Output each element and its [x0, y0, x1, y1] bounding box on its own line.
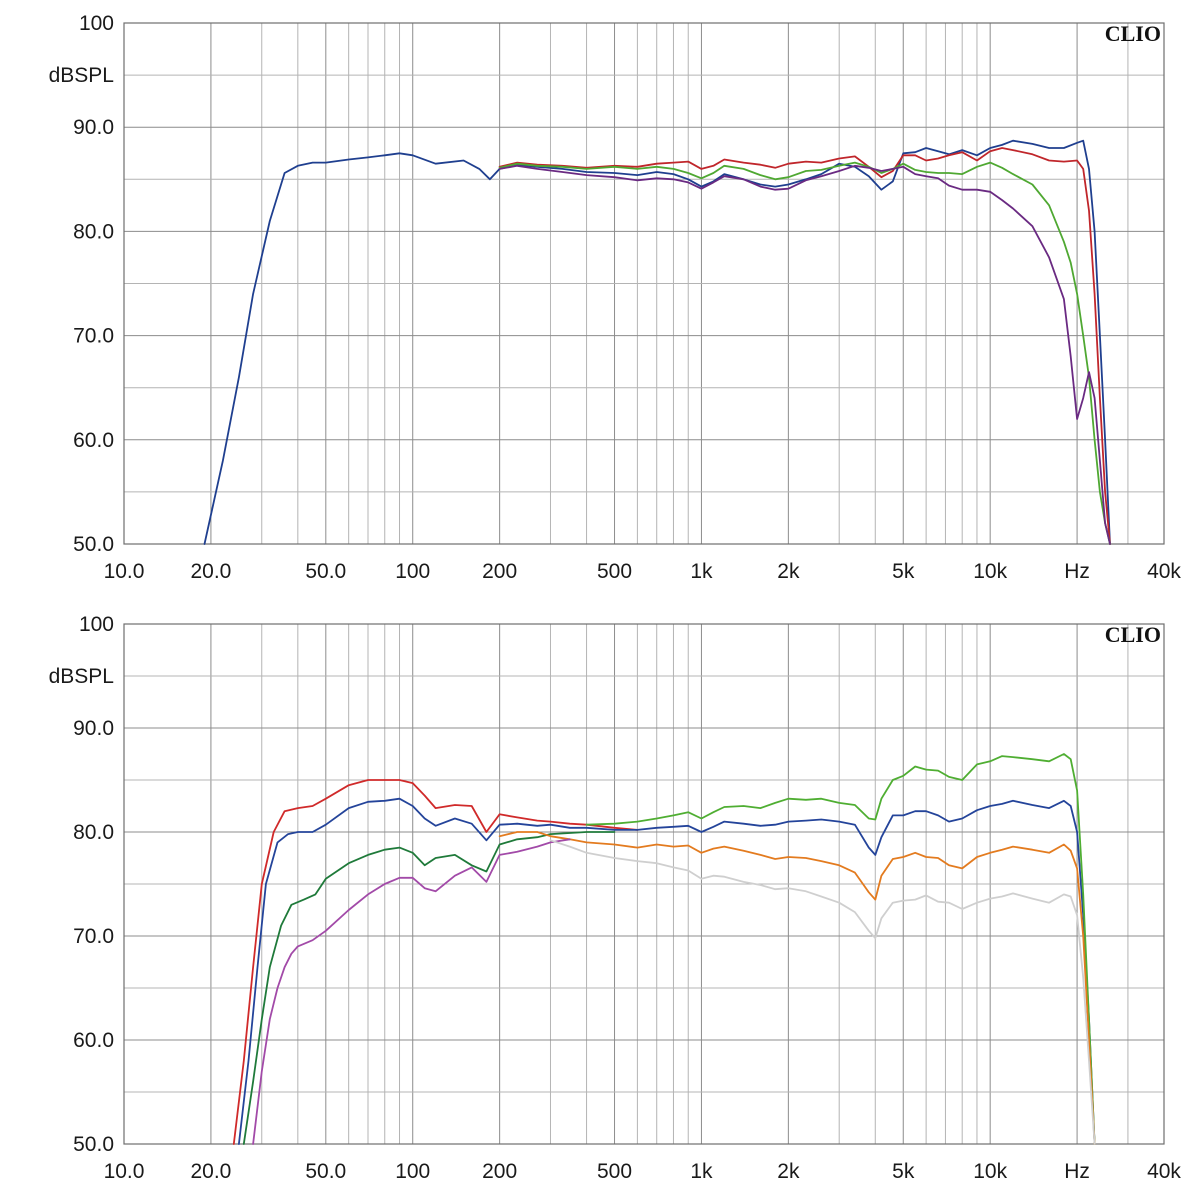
y-tick-label: 100 — [79, 12, 114, 35]
series-line-6 — [252, 838, 571, 1145]
y-tick-label: 70.0 — [73, 325, 114, 348]
series-line-1 — [203, 139, 1111, 545]
x-tick-label: 50.0 — [305, 1160, 346, 1183]
x-tick-label: 5k — [892, 560, 915, 583]
series-line-7 — [549, 839, 1096, 1145]
plot-frame — [123, 623, 1165, 1145]
x-tick-label: 20.0 — [190, 560, 231, 583]
series-line-3 — [498, 161, 1111, 545]
series-line-2 — [237, 797, 1096, 1145]
brand-logo: CLIO — [1105, 21, 1161, 46]
chart-panel-2: 100 90.0 80.0 70.0 60.0 50.0 dBSPL 10.0 20.0 50.0… — [49, 613, 1182, 1183]
curves — [232, 753, 1096, 1145]
x-tick-label: 100 — [395, 560, 430, 583]
x-tick-label: 2k — [777, 1160, 800, 1183]
x-tick-label: 10.0 — [104, 560, 145, 583]
x-tick-label: 200 — [482, 1160, 517, 1183]
grid — [123, 623, 1165, 1145]
series-line-4 — [498, 164, 1111, 545]
brand-logo: CLIO — [1105, 622, 1161, 647]
series-line-1 — [232, 779, 639, 1145]
series-line-5 — [498, 831, 1096, 1145]
x-tick-label: 2k — [777, 560, 800, 583]
series-line-3 — [585, 753, 1096, 1145]
x-tick-label: 40k — [1147, 560, 1181, 583]
series-line-4 — [242, 831, 616, 1145]
chart-panel-1: 100 90.0 80.0 70.0 60.0 50.0 dBSPL 10.0 20.0 50.0… — [49, 12, 1182, 583]
y-tick-label: 60.0 — [73, 429, 114, 452]
x-tick-label: 10k — [973, 1160, 1007, 1183]
x-tick-label: 500 — [597, 1160, 632, 1183]
x-tick-label: 20.0 — [190, 1160, 231, 1183]
x-tick-label: 100 — [395, 1160, 430, 1183]
y-tick-label: 50.0 — [73, 533, 114, 556]
y-unit-label: dBSPL — [49, 665, 114, 688]
x-tick-label: 10.0 — [104, 1160, 145, 1183]
x-tick-label: 5k — [892, 1160, 915, 1183]
y-tick-label: 90.0 — [73, 717, 114, 740]
x-tick-label: 1k — [690, 560, 713, 583]
y-tick-label: 100 — [79, 613, 114, 636]
y-tick-label: 70.0 — [73, 925, 114, 948]
y-unit-label: dBSPL — [49, 64, 114, 87]
y-tick-label: 90.0 — [73, 116, 114, 139]
y-tick-label: 80.0 — [73, 821, 114, 844]
plot-frame — [123, 22, 1165, 545]
y-tick-label: 60.0 — [73, 1029, 114, 1052]
x-tick-label: 500 — [597, 560, 632, 583]
series-line-2 — [498, 147, 1111, 545]
x-tick-label: 50.0 — [305, 560, 346, 583]
x-tick-label: 10k — [973, 560, 1007, 583]
x-tick-label: 40k — [1147, 1160, 1181, 1183]
curves — [203, 139, 1111, 545]
x-unit-label: Hz — [1064, 1160, 1090, 1183]
x-tick-label: 200 — [482, 560, 517, 583]
x-unit-label: Hz — [1064, 560, 1090, 583]
grid — [123, 22, 1165, 545]
x-tick-label: 1k — [690, 1160, 713, 1183]
y-tick-label: 80.0 — [73, 220, 114, 243]
y-tick-label: 50.0 — [73, 1133, 114, 1156]
